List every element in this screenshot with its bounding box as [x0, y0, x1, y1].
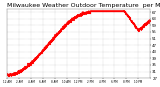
Text: Milwaukee Weather Outdoor Temperature  per Minute  (24 Hours): Milwaukee Weather Outdoor Temperature pe…: [7, 3, 160, 8]
